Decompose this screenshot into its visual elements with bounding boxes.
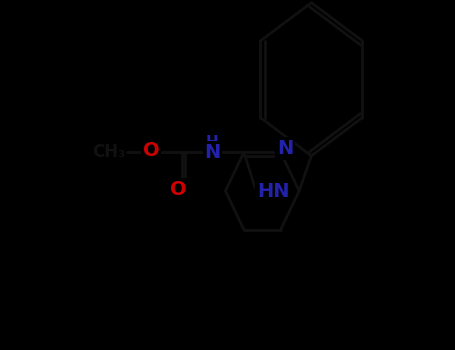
Text: N: N [204, 143, 220, 162]
Text: CH₃: CH₃ [92, 143, 125, 161]
Text: O: O [170, 180, 187, 199]
Text: O: O [143, 141, 159, 160]
Text: H: H [206, 135, 218, 150]
Text: HN: HN [257, 182, 289, 201]
Text: N: N [277, 139, 293, 158]
